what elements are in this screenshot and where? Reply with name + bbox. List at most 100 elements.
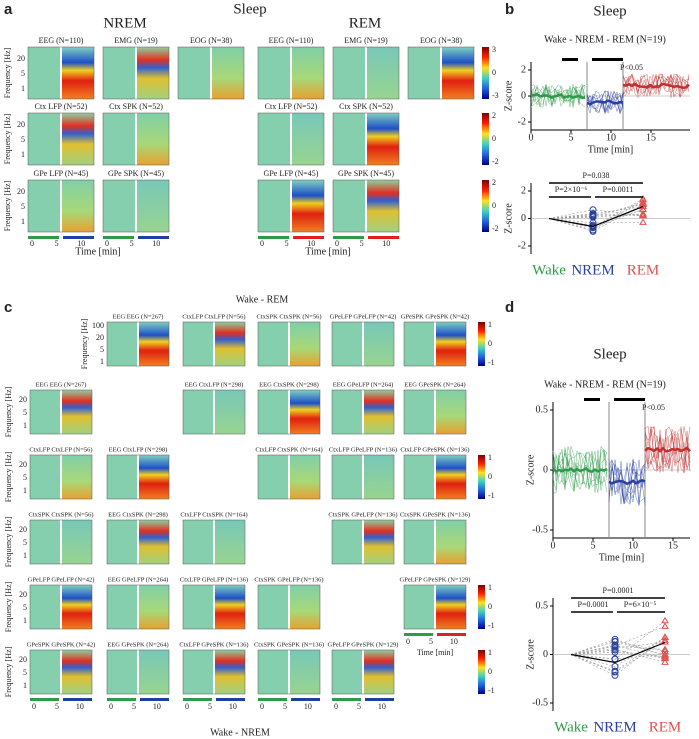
panel-frame [257, 321, 321, 367]
y-axis-label: Frequency [Hz] [80, 318, 89, 369]
x-tick-label: 0 [105, 239, 109, 248]
panel-frame [27, 46, 95, 100]
x-axis-label: Time [min] [599, 552, 644, 563]
colorbar-tick: 2 [492, 178, 496, 187]
y-tick-label: 1 [23, 681, 27, 690]
spectrogram-pre [404, 520, 434, 564]
spectrogram-post [215, 322, 245, 366]
spectrogram-post [367, 47, 399, 99]
trace [586, 91, 624, 115]
trace [552, 446, 608, 490]
spectrogram-post [290, 585, 320, 629]
spectrogram-post [139, 585, 169, 629]
spectrogram-pre [333, 47, 365, 99]
mean-line [548, 205, 644, 228]
panel-frame [331, 519, 395, 565]
spectrogram-post [290, 322, 320, 366]
x-tick-label: 0 [335, 239, 339, 248]
panel-frame [102, 46, 170, 100]
x-tick-label: 10 [628, 540, 638, 551]
category-label: Wake [532, 262, 566, 278]
spectrogram-post [62, 455, 92, 499]
rem-point [639, 194, 647, 202]
wake-bar [333, 236, 364, 239]
panel-frame [182, 389, 246, 435]
spectrogram-pre [178, 47, 210, 99]
nrem-point [611, 646, 619, 654]
panel-frame [106, 321, 170, 367]
rem-point [661, 658, 669, 665]
y-tick-label: 1 [21, 84, 25, 93]
subject-line [548, 203, 644, 219]
x-tick-label: 5 [285, 239, 289, 248]
trace [586, 93, 624, 114]
spectrogram-post [139, 650, 169, 694]
spectrogram-post [292, 180, 324, 232]
p-value: P=6×10⁻⁵ [624, 600, 657, 609]
trace [608, 461, 646, 505]
panel-frame [29, 649, 93, 695]
y-axis-label: Frequency [Hz] [3, 180, 12, 231]
spectrogram-title: CtxSPK GPeSPK (N=136) [254, 641, 324, 648]
rem-point [661, 633, 669, 640]
spectrogram-title: GPeLFP GPeLFP (N=42) [28, 576, 95, 583]
y-tick-label: 20 [17, 187, 25, 196]
x-tick-label: 15 [646, 132, 656, 143]
panel-title: Sleep [233, 1, 266, 17]
spectrogram-title: CtxLFP GPeSPK (N=136) [400, 446, 469, 453]
y-axis-label: Z-score [503, 203, 514, 234]
y-axis-label: Frequency [Hz] [3, 113, 12, 164]
colorbar-tick: -1 [488, 358, 495, 367]
colorbar [478, 455, 485, 499]
spectrogram-title: GPeLFP GPeLFP (N=42) [330, 313, 397, 320]
y-tick-label: 1 [23, 421, 27, 430]
y-tick-label: 20 [19, 460, 27, 469]
spectrogram-pre [404, 322, 434, 366]
trace [644, 426, 691, 474]
spectrogram-title: GPe SPK (N=45) [108, 169, 164, 178]
trace [552, 446, 608, 493]
colorbar-tick: -2 [492, 224, 499, 233]
sig-bar [562, 58, 578, 61]
y-axis-label: Z-score [525, 454, 536, 485]
spectrogram-post [62, 180, 94, 232]
spectrogram-title: EEG EEG (N=267) [36, 381, 87, 388]
spectrogram-title: Ctx SPK (N=52) [109, 102, 163, 111]
spectrogram-post [290, 455, 320, 499]
trace [644, 430, 691, 470]
rem-point [639, 210, 647, 218]
y-tick-label: 1 [100, 357, 104, 366]
spectrogram-title: CtxLFP GPeSPK (N=136) [179, 641, 248, 648]
mean-line [570, 641, 666, 664]
y-tick-label: 2 [521, 185, 526, 196]
trace [644, 426, 691, 474]
mean-trace [608, 478, 646, 486]
trace [608, 459, 646, 506]
y-axis-label: Z-score [503, 80, 514, 111]
panel-frame [331, 649, 395, 695]
colorbar-tick: 1 [488, 320, 492, 329]
x-tick-label: 5 [357, 702, 361, 711]
x-tick-label: 5 [283, 702, 287, 711]
spectrogram-pre [408, 47, 440, 99]
rem-point [639, 202, 647, 209]
panel-frame [403, 321, 467, 367]
category-label: REM [649, 719, 682, 735]
spectrogram-title: CtxLFP CtxSPK (N=164) [180, 511, 247, 518]
colorbar-tick: 2 [492, 111, 496, 120]
spectrogram-post [364, 390, 394, 434]
colorbar [478, 322, 485, 366]
spectrogram-pre [30, 455, 60, 499]
state-bar [138, 236, 169, 239]
panel-frame [106, 584, 170, 630]
spectrogram-pre [183, 585, 213, 629]
x-tick-label: 0 [32, 702, 36, 711]
spectrogram-title: CtxSPK CtxSPK (N=56) [256, 313, 321, 320]
wake-bar [30, 698, 59, 701]
panel-frame [27, 112, 95, 166]
wake-bar [107, 698, 136, 701]
x-tick-label: 10 [304, 702, 312, 711]
subject-line [570, 641, 666, 656]
trace [530, 83, 586, 107]
subject-line [570, 646, 666, 655]
